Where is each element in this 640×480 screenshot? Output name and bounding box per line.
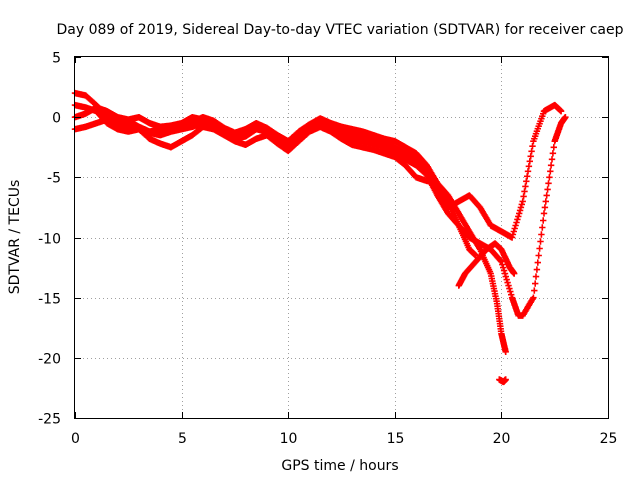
y-tick-label: -15 bbox=[38, 292, 61, 308]
y-tick-label: -25 bbox=[38, 412, 61, 428]
y-tick-label: 5 bbox=[52, 51, 61, 67]
x-tick-labels: 0 5 10 15 20 25 bbox=[71, 431, 617, 447]
y-tick-label: 0 bbox=[52, 111, 61, 127]
y-axis-label: SDTVAR / TECUs bbox=[7, 180, 23, 295]
x-tick-label: 25 bbox=[600, 431, 618, 447]
x-tick-label: 15 bbox=[387, 431, 405, 447]
x-axis-label: GPS time / hours bbox=[281, 458, 398, 474]
series-markers bbox=[496, 376, 509, 386]
grid bbox=[75, 57, 608, 418]
x-tick-label: 5 bbox=[178, 431, 187, 447]
y-tick-label: -10 bbox=[38, 232, 61, 248]
plot-frame bbox=[74, 56, 609, 419]
y-tick-label: -20 bbox=[38, 352, 61, 368]
x-tick-label: 0 bbox=[71, 431, 80, 447]
y-tick-labels: -25 -20 -15 -10 -5 0 5 bbox=[38, 51, 61, 428]
series-arc-5 bbox=[455, 240, 518, 289]
x-tick-label: 20 bbox=[493, 431, 511, 447]
series-markers bbox=[455, 240, 518, 289]
axis-ticks bbox=[75, 57, 609, 419]
chart-title: Day 089 of 2019, Sidereal Day-to-day VTE… bbox=[57, 22, 624, 38]
series-arc-6 bbox=[496, 376, 509, 386]
y-tick-label: -5 bbox=[47, 171, 61, 187]
x-tick-label: 10 bbox=[280, 431, 298, 447]
data-series bbox=[71, 89, 569, 386]
